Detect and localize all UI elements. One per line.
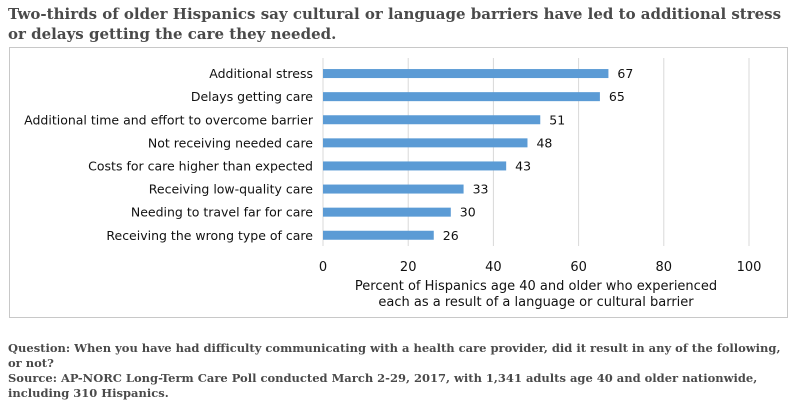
gridlines: [322, 58, 750, 246]
tick-labels: 0 20 40 60 80 100: [319, 260, 762, 275]
category-label: Receiving the wrong type of care: [106, 228, 313, 243]
category-labels: Additional stress Delays getting care Addi…: [24, 66, 314, 243]
footnotes: Question: When you have had difficulty c…: [8, 341, 790, 401]
x-tick-label: 100: [737, 260, 762, 275]
data-label: 51: [549, 112, 565, 127]
data-label: 43: [515, 158, 531, 173]
chart-title: Two-thirds of older Hispanics say cultur…: [8, 5, 782, 43]
bar: [323, 230, 434, 240]
bar: [323, 161, 507, 171]
x-tick-label: 40: [485, 260, 502, 275]
bars: [323, 69, 609, 240]
data-label: 33: [473, 182, 489, 197]
x-axis-title-line-2: each as a result of a language or cultur…: [378, 295, 694, 310]
data-label: 26: [443, 228, 459, 243]
chart-frame: [9, 47, 788, 318]
bar: [323, 184, 464, 194]
data-label: 48: [536, 135, 552, 150]
bar-chart: Additional stress Delays getting care Addi…: [24, 58, 762, 310]
bar: [323, 69, 609, 79]
x-axis-title-line-1: Percent of Hispanics age 40 and older wh…: [355, 279, 717, 294]
question-note: Question: When you have had difficulty c…: [8, 341, 781, 370]
x-tick-label: 0: [319, 260, 327, 275]
data-label: 30: [460, 205, 476, 220]
category-label: Additional stress: [209, 66, 313, 81]
data-label: 65: [609, 89, 625, 104]
category-label: Delays getting care: [191, 89, 313, 104]
data-label: 67: [617, 66, 633, 81]
bar: [323, 138, 528, 148]
category-label: Needing to travel far for care: [131, 205, 313, 220]
x-tick-label: 20: [400, 260, 417, 275]
bar: [323, 115, 541, 125]
category-label: Additional time and effort to overcome b…: [24, 112, 314, 127]
category-label: Receiving low-quality care: [149, 182, 314, 197]
bar: [323, 92, 600, 102]
category-label: Not receiving needed care: [148, 135, 313, 150]
category-label: Costs for care higher than expected: [88, 158, 313, 173]
x-tick-label: 80: [656, 260, 673, 275]
x-tick-label: 60: [570, 260, 587, 275]
bar: [323, 207, 451, 217]
source-note: Source: AP-NORC Long-Term Care Poll cond…: [8, 371, 758, 400]
